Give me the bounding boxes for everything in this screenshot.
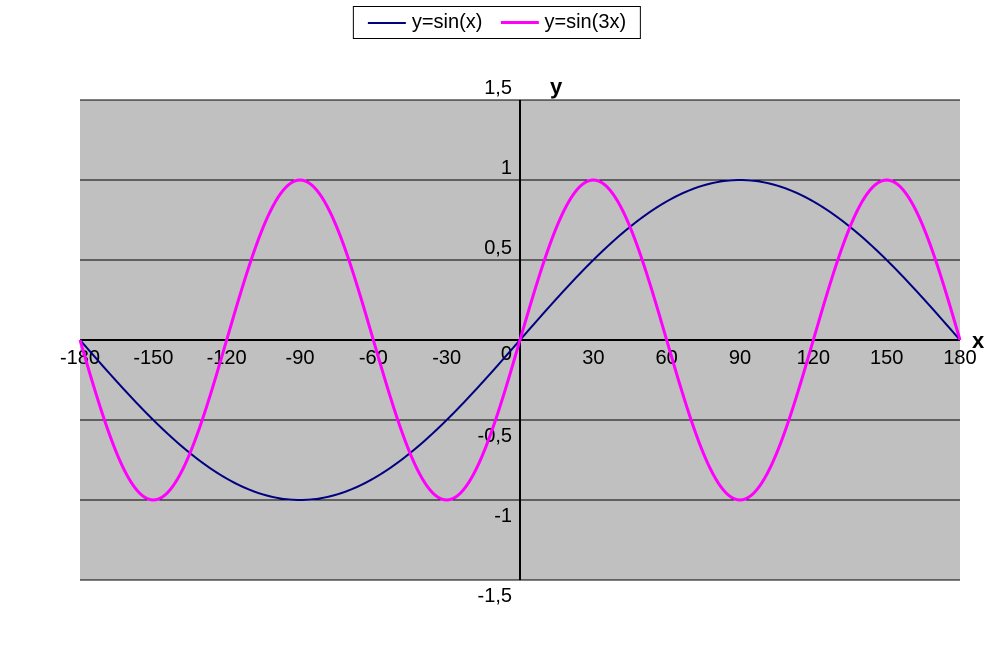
x-tick-label: 120 bbox=[797, 347, 830, 369]
y-tick-label: -1 bbox=[494, 505, 512, 527]
x-tick-label: -150 bbox=[133, 347, 173, 369]
y-tick-label: 0,5 bbox=[484, 237, 512, 259]
legend-label-sinx: y=sin(x) bbox=[412, 11, 483, 34]
y-tick-label: 1 bbox=[501, 157, 512, 179]
legend-line-sinx bbox=[368, 22, 406, 24]
x-tick-label: -90 bbox=[286, 347, 315, 369]
x-tick-label: -180 bbox=[60, 347, 100, 369]
x-tick-label: -60 bbox=[359, 347, 388, 369]
y-tick-label: 1,5 bbox=[484, 77, 512, 99]
legend-label-sin3x: y=sin(3x) bbox=[544, 11, 626, 34]
y-axis-title: y bbox=[550, 74, 563, 99]
y-tick-label: -0,5 bbox=[478, 425, 512, 447]
legend-line-sin3x bbox=[500, 21, 538, 24]
legend-item-sinx: y=sin(x) bbox=[368, 11, 483, 34]
x-tick-label: 90 bbox=[729, 347, 751, 369]
chart-area: -1,5-1-0,500,511,5-180-150-120-90-60-303… bbox=[10, 70, 984, 630]
x-tick-label: -120 bbox=[207, 347, 247, 369]
x-axis-title: x bbox=[972, 328, 984, 353]
y-tick-label: -1,5 bbox=[478, 585, 512, 607]
x-tick-label: 150 bbox=[870, 347, 903, 369]
chart-svg: -1,5-1-0,500,511,5-180-150-120-90-60-303… bbox=[10, 70, 984, 630]
x-tick-label: -30 bbox=[432, 347, 461, 369]
legend: y=sin(x) y=sin(3x) bbox=[353, 6, 641, 39]
legend-item-sin3x: y=sin(3x) bbox=[500, 11, 626, 34]
x-tick-label: 30 bbox=[582, 347, 604, 369]
